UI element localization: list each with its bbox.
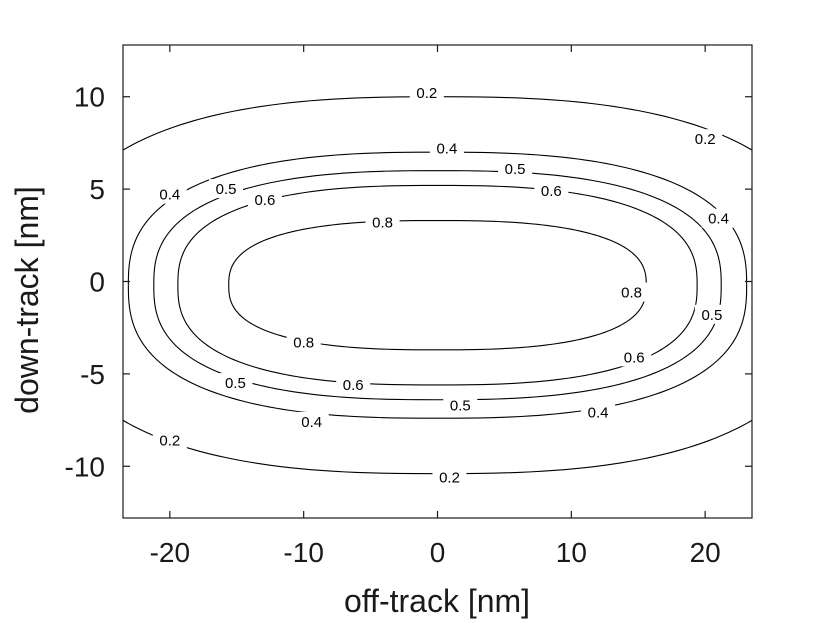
x-tick-label: 20 — [690, 537, 721, 568]
x-axis-label: off-track [nm] — [344, 583, 530, 619]
level-label-background — [498, 158, 533, 178]
contour-line-0-5 — [153, 170, 722, 401]
x-tick-label: -10 — [283, 537, 323, 568]
y-tick-label: -10 — [65, 451, 105, 482]
level-label-background — [581, 402, 616, 422]
contour-level-label: 0.5 — [450, 397, 471, 414]
y-tick-label: 5 — [89, 174, 105, 205]
contour-level-label: 0.4 — [436, 141, 457, 158]
x-tick-label: -20 — [150, 537, 190, 568]
contour-line-0-2 — [123, 96, 752, 475]
plot-frame — [122, 44, 753, 519]
contour-line-0-6 — [177, 184, 698, 386]
y-axis-ticks: -10 -5 0 5 10 — [65, 82, 752, 482]
contour-level-label: 0.6 — [343, 377, 364, 394]
contour-level-label: 0.2 — [695, 131, 716, 148]
level-label-background — [336, 375, 371, 394]
level-label-background — [432, 467, 467, 487]
level-label-background — [218, 373, 253, 393]
level-label-background — [409, 83, 444, 102]
contour-level-label: 0.2 — [439, 469, 460, 486]
x-tick-label: 10 — [556, 537, 587, 568]
contour-level-label: 0.2 — [159, 432, 180, 449]
level-label-background — [429, 138, 464, 158]
level-label-background — [152, 430, 187, 450]
level-label-background — [701, 208, 736, 228]
contour-level-label: 0.6 — [541, 183, 562, 200]
contour-level-label: 0.8 — [372, 214, 393, 231]
contour-level-label: 0.8 — [293, 335, 314, 352]
contour-level-label: 0.5 — [225, 375, 246, 392]
contour-level-label: 0.2 — [416, 85, 437, 102]
level-label-background — [614, 282, 649, 302]
contour-level-label: 0.4 — [301, 414, 322, 431]
y-tick-label: -5 — [80, 359, 105, 390]
contour-line-0-8 — [228, 219, 647, 351]
x-axis-ticks: -20 -10 0 10 20 — [150, 45, 721, 568]
contour-level-labels: 0.2 0.2 0.2 0.2 0.4 0.4 0.4 0.4 0.4 0.5 0.5 0.5 0.5 0… — [152, 83, 736, 487]
contour-level-label: 0.6 — [254, 192, 275, 209]
contour-level-label: 0.4 — [708, 211, 729, 228]
level-label-background — [209, 179, 243, 199]
level-label-background — [443, 395, 478, 415]
contour-level-label: 0.4 — [588, 405, 609, 422]
contour-level-label: 0.5 — [701, 307, 722, 324]
level-label-background — [688, 129, 723, 149]
contour-level-label: 0.5 — [216, 181, 237, 198]
contour-line-0-4 — [127, 151, 748, 419]
contour-lines — [123, 96, 752, 475]
contour-level-label: 0.8 — [621, 285, 642, 302]
y-axis-label: down-track [nm] — [9, 186, 45, 414]
level-label-background — [617, 347, 652, 367]
level-label-background — [534, 181, 569, 200]
y-tick-label: 10 — [74, 82, 105, 113]
level-label-background — [247, 190, 282, 210]
level-label-background — [365, 212, 400, 232]
contour-level-label: 0.6 — [624, 349, 645, 366]
level-label-background — [152, 184, 187, 204]
level-label-background — [294, 411, 329, 431]
level-label-background — [694, 304, 729, 324]
y-tick-label: 0 — [89, 267, 105, 298]
contour-level-label: 0.4 — [159, 187, 180, 204]
level-label-background — [286, 332, 321, 352]
x-tick-label: 0 — [430, 537, 446, 568]
contour-level-label: 0.5 — [505, 161, 526, 178]
